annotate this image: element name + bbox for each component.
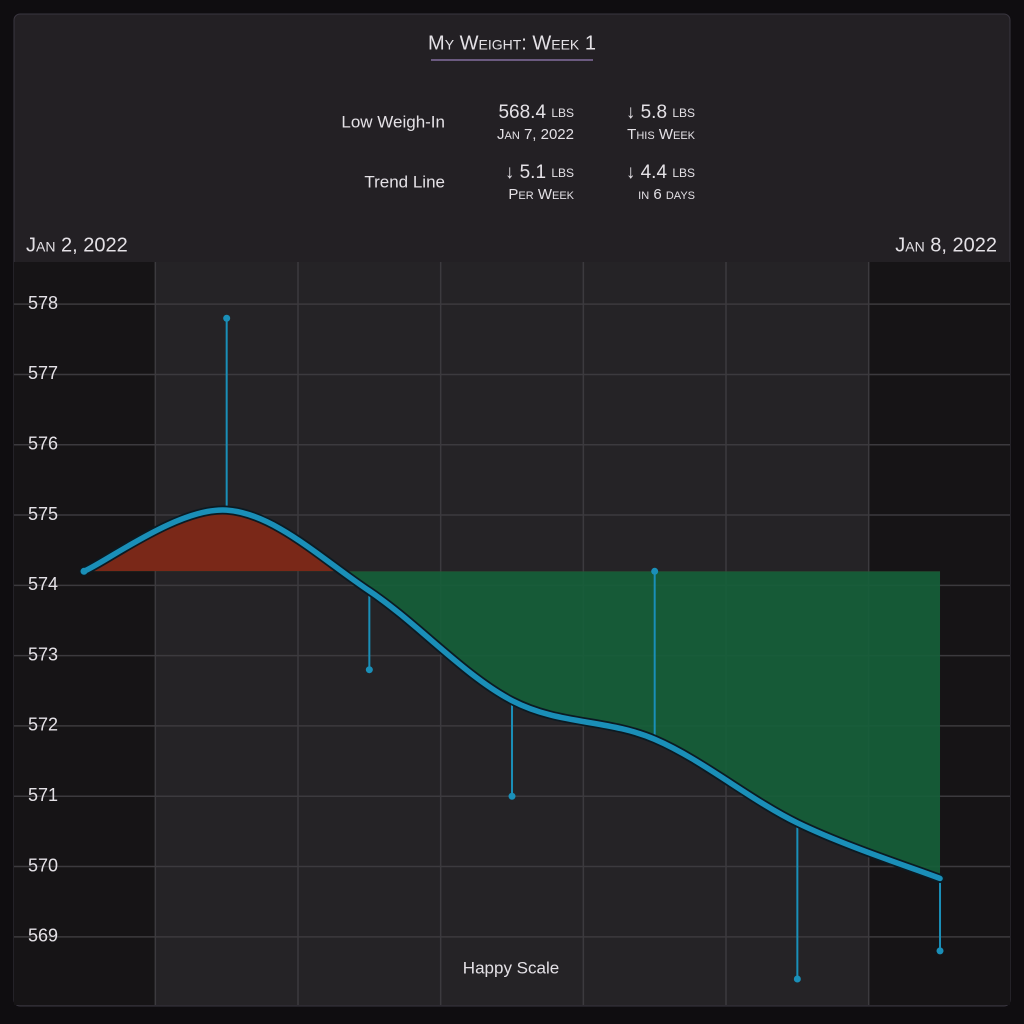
y-tick-label: 575 bbox=[28, 504, 58, 524]
weigh-in-dot bbox=[651, 567, 659, 575]
stat-unit: lbs bbox=[672, 102, 695, 121]
stat-number: ↓ 5.1 bbox=[505, 162, 546, 183]
weigh-in-dot bbox=[223, 314, 231, 322]
stat-unit: lbs bbox=[551, 162, 574, 181]
weigh-in-dot bbox=[508, 792, 516, 800]
y-tick-label: 576 bbox=[28, 434, 58, 454]
chart-title: My Weight: Week 1 bbox=[428, 32, 596, 54]
y-tick-label: 574 bbox=[28, 574, 58, 594]
stat-note: in 6 days bbox=[638, 186, 695, 203]
plot: 569 570 571 572 573 574 575 576 577 578 Happy Scal… bbox=[14, 262, 1010, 1005]
loss-area bbox=[341, 571, 941, 879]
y-tick-label: 572 bbox=[28, 715, 58, 735]
y-tick-label: 570 bbox=[28, 855, 58, 875]
trend-line bbox=[81, 507, 943, 882]
y-tick-label: 578 bbox=[28, 293, 58, 313]
stat-value: ↓ 5.8 lbs bbox=[626, 102, 695, 123]
y-tick-label: 573 bbox=[28, 644, 58, 664]
x-tick-label: Jan 8, 2022 bbox=[895, 234, 997, 256]
x-tick-label: Jan 2, 2022 bbox=[26, 234, 128, 256]
stat-value: ↓ 5.1 lbs bbox=[505, 162, 574, 183]
stat-unit: lbs bbox=[551, 102, 574, 121]
gain-area bbox=[84, 510, 941, 572]
stat-value: 568.4 lbs bbox=[498, 102, 574, 123]
weigh-in-dot bbox=[80, 567, 88, 575]
stats: Low Weigh-In 568.4 lbs Jan 7, 2022 ↓ 5.8 lb… bbox=[341, 102, 695, 203]
y-tick-label: 577 bbox=[28, 363, 58, 383]
stat-note: Per Week bbox=[508, 186, 574, 203]
stat-unit: lbs bbox=[672, 162, 695, 181]
weigh-in-dot bbox=[365, 666, 373, 674]
stat-label: Low Weigh-In bbox=[341, 112, 445, 131]
y-tick-label: 569 bbox=[28, 926, 58, 946]
watermark: Happy Scale bbox=[463, 958, 559, 977]
stat-note: Jan 7, 2022 bbox=[497, 126, 574, 143]
weigh-in-dot bbox=[793, 975, 801, 983]
stat-number: ↓ 5.8 bbox=[626, 102, 667, 123]
stat-label: Trend Line bbox=[364, 172, 445, 191]
stat-value: ↓ 4.4 lbs bbox=[626, 162, 695, 183]
weigh-in-dot bbox=[936, 947, 944, 955]
stat-note: This Week bbox=[627, 126, 695, 143]
y-tick-label: 571 bbox=[28, 785, 58, 805]
stat-number: 568.4 bbox=[498, 102, 546, 123]
stat-number: ↓ 4.4 bbox=[626, 162, 668, 183]
shade-left bbox=[14, 262, 156, 1005]
